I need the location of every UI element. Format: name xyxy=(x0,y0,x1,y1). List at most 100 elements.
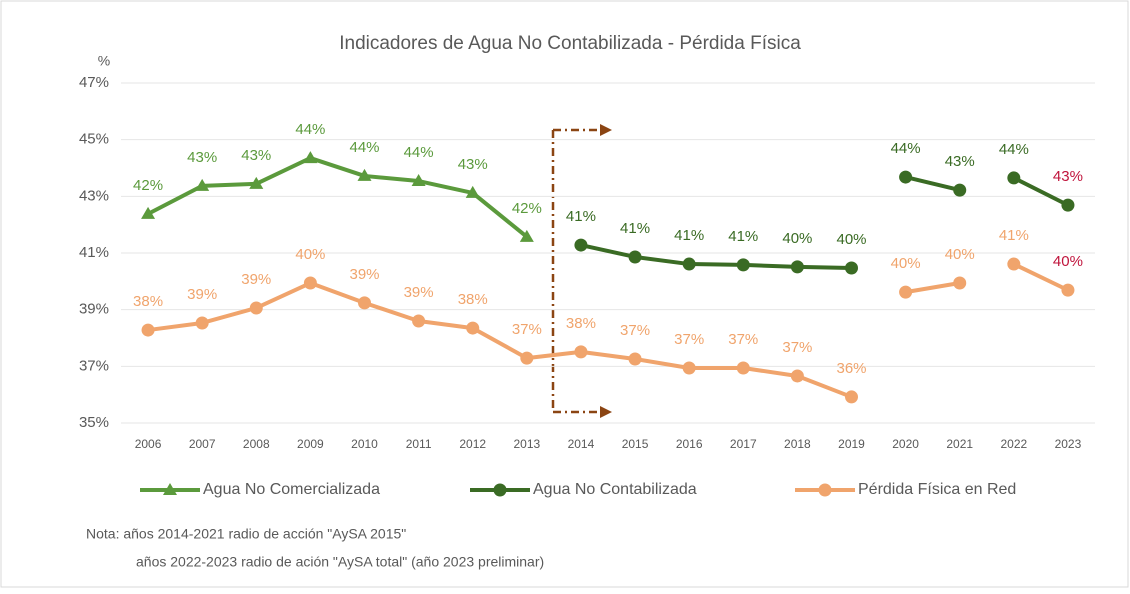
marker xyxy=(953,276,967,290)
marker xyxy=(899,285,913,299)
data-label: 44% xyxy=(404,144,434,161)
data-label: 43% xyxy=(241,147,271,164)
data-label: 39% xyxy=(349,266,379,283)
marker xyxy=(736,258,750,272)
data-label: 43% xyxy=(1053,168,1083,185)
marker xyxy=(845,261,858,275)
marker xyxy=(790,260,804,274)
x-tick-label: 2019 xyxy=(838,437,865,451)
period-divider xyxy=(551,128,600,414)
data-label: 40% xyxy=(1053,253,1083,270)
marker xyxy=(141,206,156,219)
note: años 2022-2023 radio de ación "AySA tota… xyxy=(136,554,544,570)
data-label: 37% xyxy=(728,331,758,348)
note: Nota: años 2014-2021 radio de acción "Ay… xyxy=(86,526,406,542)
x-tick-label: 2015 xyxy=(622,437,649,451)
marker xyxy=(249,176,264,189)
x-tick-label: 2016 xyxy=(676,437,703,451)
data-label: 39% xyxy=(241,271,271,288)
legend-marker xyxy=(818,483,832,497)
marker xyxy=(412,314,426,328)
series-line xyxy=(905,281,961,295)
data-label: 38% xyxy=(458,291,488,308)
marker xyxy=(736,361,750,375)
data-label: 41% xyxy=(674,227,704,244)
marker xyxy=(953,183,967,197)
arrow-head xyxy=(600,406,612,418)
data-label: 42% xyxy=(512,200,542,217)
marker xyxy=(519,229,534,242)
data-label: 37% xyxy=(512,321,542,338)
marker xyxy=(682,361,696,375)
legend-label: Agua No Contabilizada xyxy=(533,481,697,498)
y-tick-label: 37% xyxy=(79,357,109,374)
data-label: 41% xyxy=(620,220,650,237)
x-tick-label: 2021 xyxy=(946,437,973,451)
marker xyxy=(358,296,371,310)
data-label: 44% xyxy=(891,140,921,157)
y-tick-label: 45% xyxy=(79,131,109,148)
data-label: 40% xyxy=(836,231,866,248)
marker xyxy=(520,351,534,365)
marker xyxy=(1007,257,1021,271)
series-line xyxy=(1012,262,1069,292)
x-tick-label: 2011 xyxy=(406,437,432,451)
series-line xyxy=(580,243,852,271)
marker xyxy=(845,390,858,404)
x-tick-label: 2010 xyxy=(351,437,378,451)
data-label: 39% xyxy=(187,286,217,303)
marker xyxy=(303,276,317,290)
y-tick-label: 35% xyxy=(79,414,109,431)
marker xyxy=(249,301,263,315)
data-label: 40% xyxy=(782,230,812,247)
data-label: 37% xyxy=(674,331,704,348)
marker xyxy=(1007,171,1021,185)
legend-marker xyxy=(493,483,507,497)
marker xyxy=(682,257,696,271)
marker xyxy=(1061,283,1075,297)
marker xyxy=(790,369,804,383)
x-tick-label: 2006 xyxy=(135,437,162,451)
data-label: 41% xyxy=(566,208,596,225)
x-tick-label: 2007 xyxy=(189,437,216,451)
series-line xyxy=(1012,176,1069,207)
data-label: 44% xyxy=(295,121,325,138)
x-tick-label: 2017 xyxy=(730,437,757,451)
x-tick-label: 2020 xyxy=(892,437,919,451)
data-label: 43% xyxy=(945,153,975,170)
y-tick-label: 41% xyxy=(79,244,109,261)
data-label: 44% xyxy=(349,139,379,156)
data-label: 44% xyxy=(999,141,1029,158)
legend-marker xyxy=(163,483,177,495)
series-line xyxy=(147,156,529,239)
y-tick-label: 39% xyxy=(79,301,109,318)
data-label: 40% xyxy=(295,246,325,263)
arrow-head xyxy=(600,124,612,136)
data-label: 43% xyxy=(458,156,488,173)
chart-title: Indicadores de Agua No Contabilizada - P… xyxy=(339,33,801,54)
marker xyxy=(899,170,913,184)
data-label: 37% xyxy=(782,339,812,356)
legend-label: Agua No Comercializada xyxy=(203,481,380,498)
marker xyxy=(574,345,588,359)
data-label: 40% xyxy=(891,255,921,272)
series-line xyxy=(147,281,853,399)
marker xyxy=(411,174,426,187)
marker xyxy=(1061,198,1075,212)
marker xyxy=(141,323,155,337)
data-label: 38% xyxy=(133,293,163,310)
data-label: 37% xyxy=(620,322,650,339)
x-tick-label: 2023 xyxy=(1055,437,1082,451)
data-label: 41% xyxy=(999,227,1029,244)
x-tick-label: 2014 xyxy=(568,437,595,451)
marker xyxy=(357,168,372,181)
y-axis-label: % xyxy=(98,53,110,69)
marker xyxy=(628,352,642,366)
marker xyxy=(628,250,642,264)
data-label: 41% xyxy=(728,228,758,245)
marker xyxy=(303,151,318,164)
series-line xyxy=(905,175,961,193)
x-tick-label: 2009 xyxy=(297,437,324,451)
x-tick-label: 2008 xyxy=(243,437,270,451)
y-tick-label: 47% xyxy=(79,74,109,91)
